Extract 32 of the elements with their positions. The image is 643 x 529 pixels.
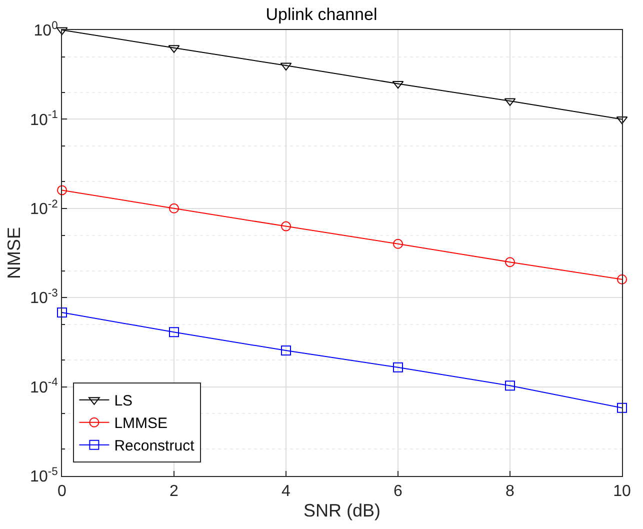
x-axis-title: SNR (dB)	[303, 500, 381, 520]
x-tick-label: 8	[506, 483, 515, 500]
point	[393, 238, 403, 249]
x-tick-label: 4	[282, 483, 291, 500]
point	[57, 308, 67, 318]
y-tick-label: 10$^{-4}$	[30, 376, 58, 396]
point	[505, 380, 515, 391]
point	[505, 257, 515, 268]
point	[616, 116, 628, 124]
legend-label: LS	[114, 392, 133, 410]
point	[392, 80, 404, 89]
y-tick-label: 10$^{-2}$	[30, 198, 58, 218]
x-tick-label: 6	[394, 483, 403, 500]
point	[617, 274, 627, 284]
point	[169, 327, 179, 338]
y-axis-title: NMSE	[4, 226, 24, 280]
chart-title: Uplink channel	[266, 4, 378, 24]
point	[169, 203, 179, 214]
point	[617, 402, 627, 413]
legend-label: LMMSE	[114, 415, 168, 432]
y-tick-label: 10$^{-3}$	[30, 287, 58, 308]
x-tick-label: 0	[58, 483, 67, 500]
y-tick-label: 10$^{-1}$	[30, 109, 58, 129]
point	[281, 221, 291, 232]
x-tick-label: 2	[170, 483, 179, 500]
point	[393, 362, 403, 372]
point	[281, 346, 291, 356]
legend-label: Reconstruct	[114, 438, 196, 455]
point	[57, 185, 67, 196]
x-tick-label: 10	[613, 483, 631, 500]
y-tick-label: 10$^{-5}$	[30, 466, 58, 486]
y-tick-label: 10$^{0}$	[34, 20, 58, 40]
